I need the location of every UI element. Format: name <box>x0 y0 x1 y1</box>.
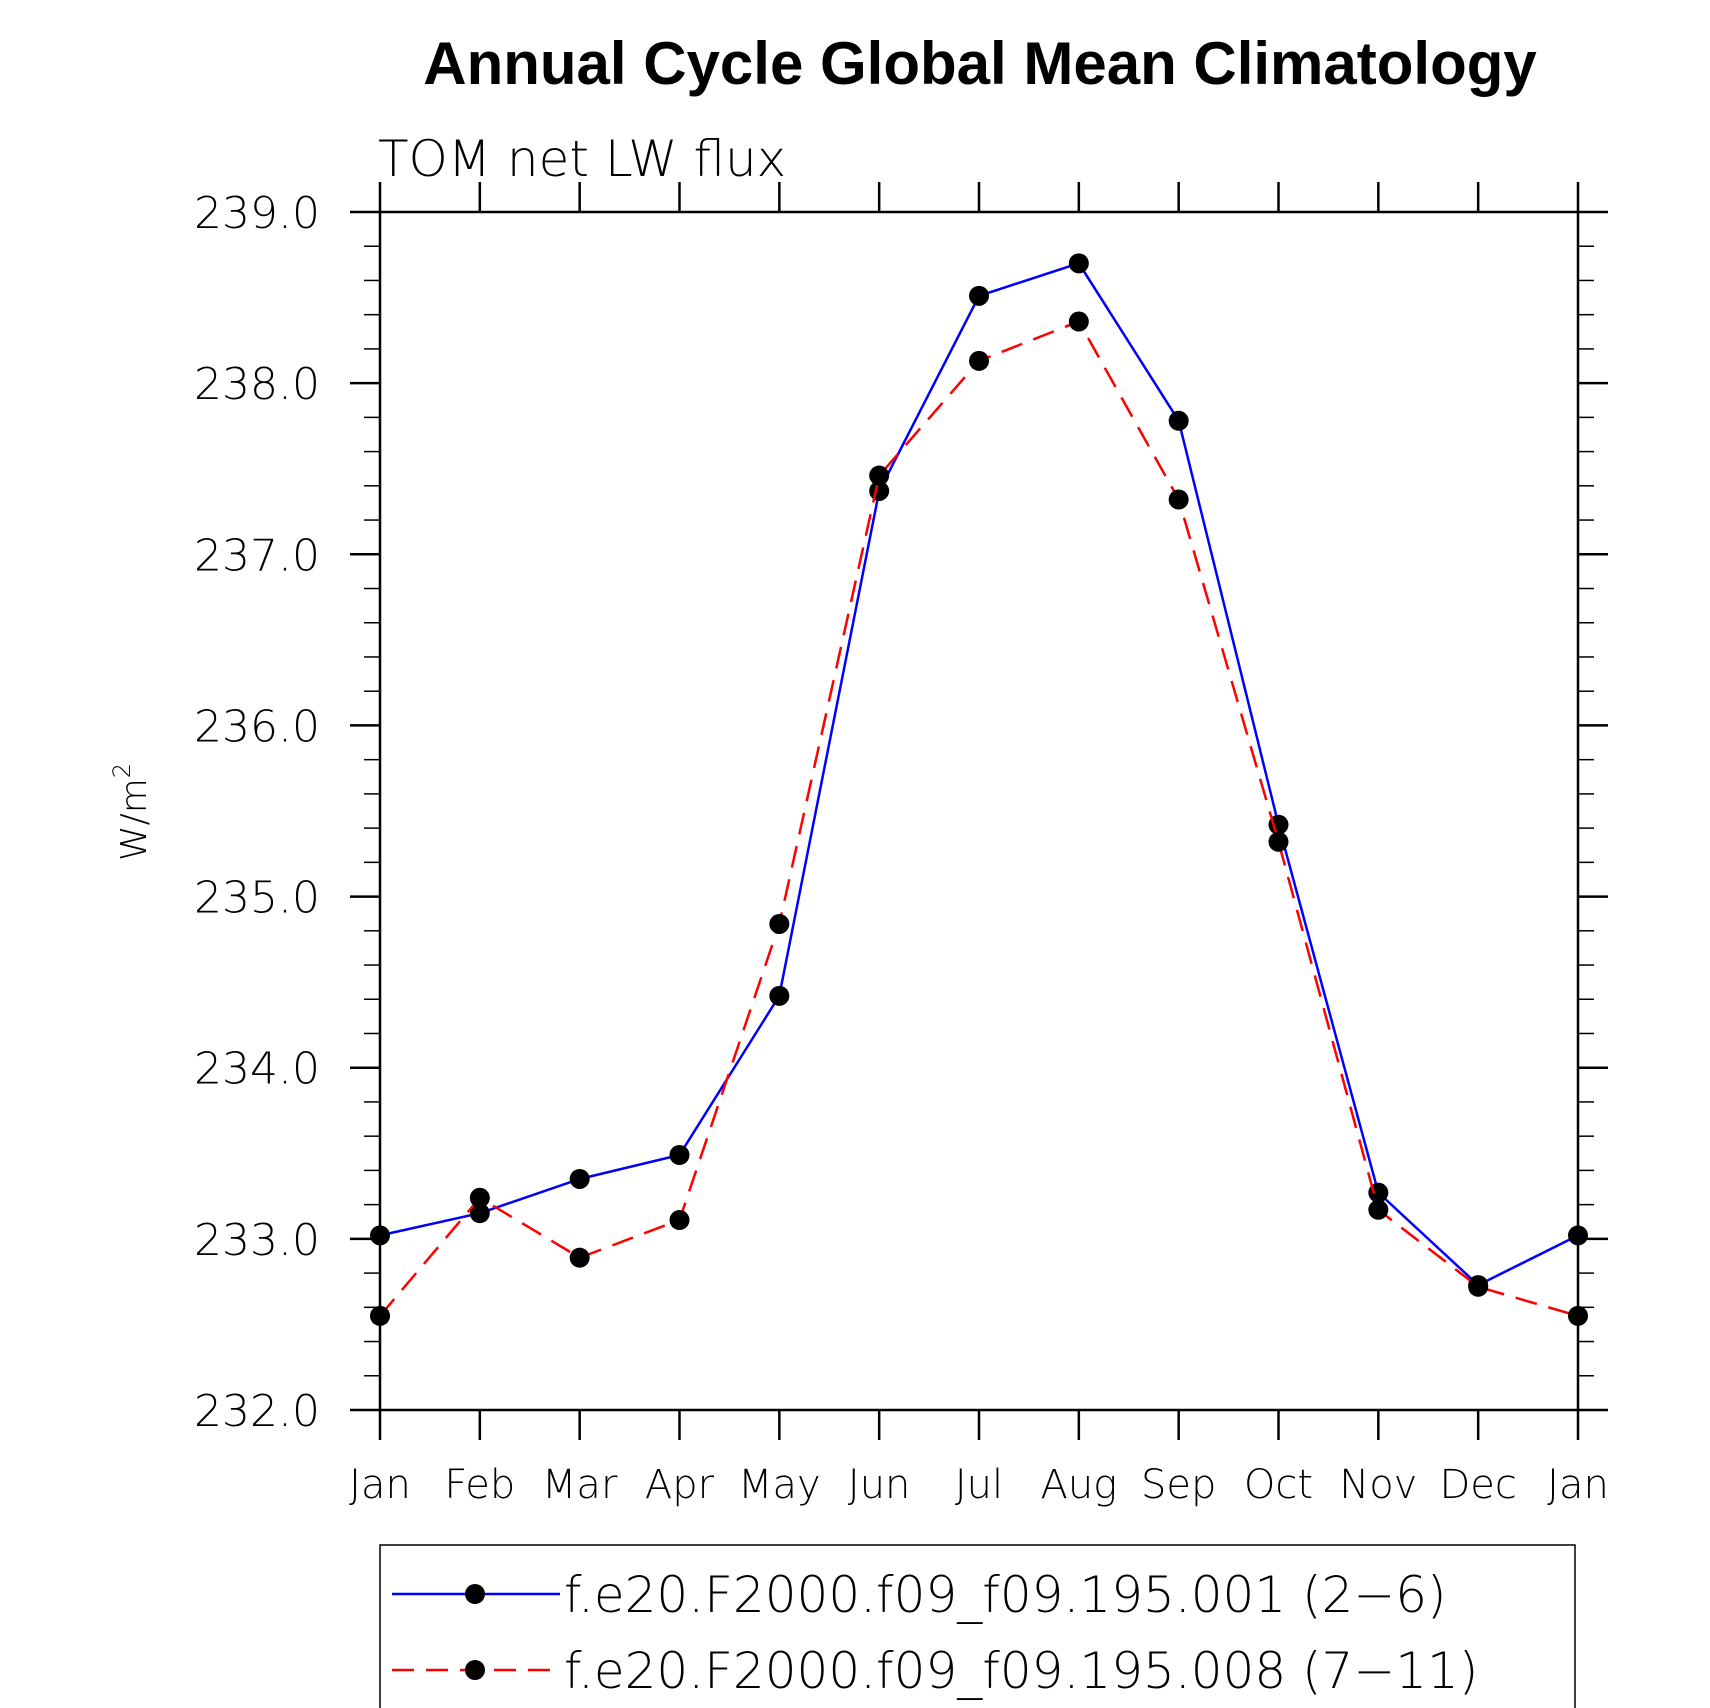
legend-item: f.e20.F2000.f09_f09.195.001 (2−6) <box>392 1566 1447 1624</box>
series-group <box>370 311 1588 1326</box>
series-2-point <box>1268 831 1289 852</box>
series-2-point <box>969 350 989 371</box>
legend-marker-1 <box>465 1584 485 1604</box>
series-2-point <box>469 1187 490 1208</box>
y-tick-label: 237.0 <box>194 530 320 581</box>
plot-series <box>370 253 1588 1326</box>
y-tick-label: 234.0 <box>194 1044 320 1095</box>
series-2-point <box>370 1305 390 1326</box>
x-tick-label: Jun <box>848 1462 911 1508</box>
series-2-point <box>1168 489 1189 510</box>
y-tick-label: 238.0 <box>194 359 320 410</box>
series-1-point <box>1568 1225 1588 1246</box>
series-1-point <box>569 1168 590 1189</box>
series-1-point <box>1268 814 1289 835</box>
y-tick-label: 232.0 <box>194 1386 320 1437</box>
legend: f.e20.F2000.f09_f09.195.001 (2−6) f.e20.F… <box>379 1544 1576 1708</box>
legend-marker-2 <box>465 1660 485 1680</box>
series-1-point <box>969 285 989 306</box>
series-2-point <box>1068 311 1089 332</box>
series-1-point <box>669 1144 690 1165</box>
series-1-point <box>769 985 790 1006</box>
y-tick-label: 239.0 <box>194 188 320 239</box>
x-tick-label: May <box>738 1462 821 1508</box>
x-tick-label: Sep <box>1141 1462 1216 1508</box>
chart-subtitle: TOM net LW flux <box>378 130 786 188</box>
series-2-point <box>869 465 890 486</box>
x-tick-label: Nov <box>1339 1462 1417 1508</box>
y-tick-label: 236.0 <box>194 701 320 752</box>
legend-item: f.e20.F2000.f09_f09.195.008 (7−11) <box>392 1642 1478 1700</box>
x-tick-label: Apr <box>645 1462 715 1508</box>
series-1-point <box>370 1225 390 1246</box>
series-2-point <box>669 1210 690 1231</box>
series-2-point <box>769 913 790 934</box>
x-tick-label: Jan <box>349 1462 411 1508</box>
legend-box <box>379 1544 1576 1708</box>
legend-label-1: f.e20.F2000.f09_f09.195.001 (2−6) <box>564 1566 1447 1624</box>
y-axis-label: W/m2 <box>108 763 155 861</box>
series-2-point <box>1368 1199 1389 1220</box>
y-axis-label-unit: W/m <box>114 778 155 861</box>
x-tick-label: Jul <box>955 1462 1003 1508</box>
y-axis-label-exponent: 2 <box>108 763 136 778</box>
y-tick-labels: 232.0 233.0 234.0 235.0 236.0 237.0 238.0 239.0 <box>194 188 320 1437</box>
x-tick-label: Mar <box>542 1462 618 1508</box>
legend-items: f.e20.F2000.f09_f09.195.001 (2−6) f.e20.F… <box>392 1566 1478 1700</box>
series-2-point <box>569 1247 590 1268</box>
legend-label-2: f.e20.F2000.f09_f09.195.008 (7−11) <box>564 1642 1478 1700</box>
plot-frame <box>378 210 1580 1412</box>
series-2-point <box>1568 1305 1588 1326</box>
series-line-1 <box>379 261 1579 1287</box>
chart-title: Annual Cycle Global Mean Climatology <box>423 30 1537 97</box>
x-tick-label: Feb <box>444 1462 515 1508</box>
y-tick-label: 235.0 <box>194 873 320 924</box>
series-1-point <box>1068 253 1089 274</box>
series-1-point <box>469 1203 490 1224</box>
x-tick-label: Oct <box>1244 1462 1313 1508</box>
series-group <box>370 253 1588 1296</box>
x-tick-label: Aug <box>1040 1462 1117 1508</box>
x-tick-label: Jan <box>1547 1462 1609 1508</box>
x-tick-label: Dec <box>1439 1462 1516 1508</box>
series-1-point <box>1168 410 1189 431</box>
x-tick-labels: Jan Feb Mar Apr May Jun Jul Aug Sep Oct Nov Dec Jan <box>349 1462 1609 1508</box>
y-tick-label: 233.0 <box>194 1215 320 1266</box>
series-line-2 <box>379 319 1579 1318</box>
series-2-point <box>1468 1276 1489 1297</box>
